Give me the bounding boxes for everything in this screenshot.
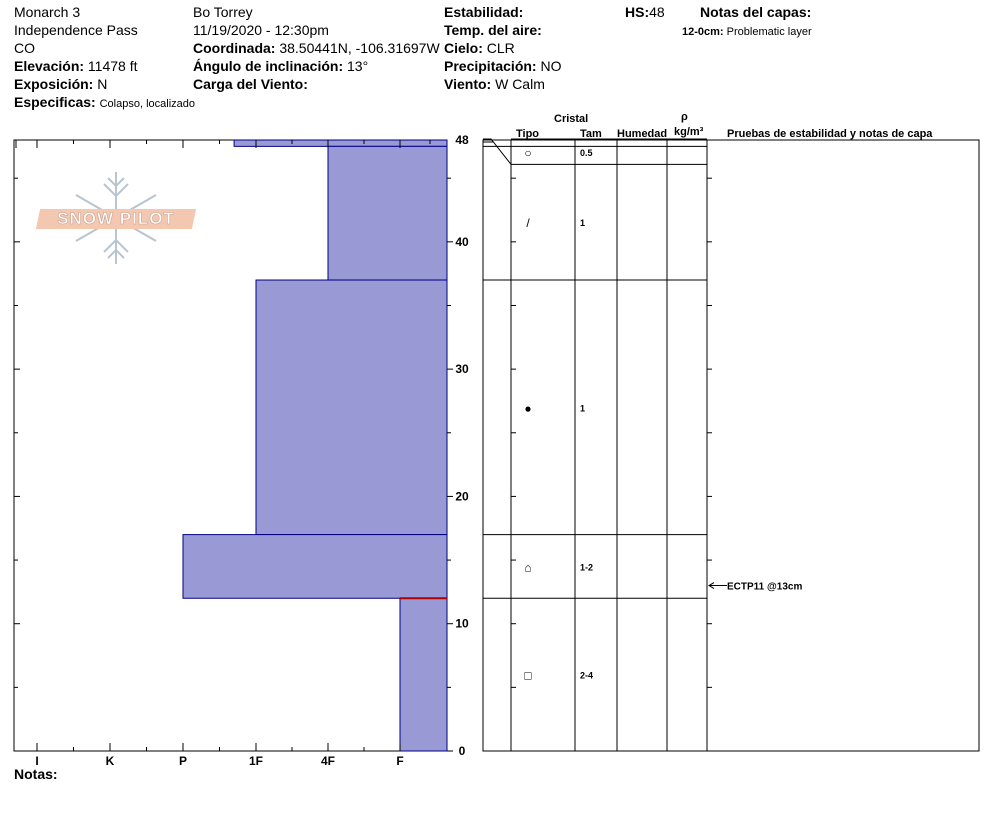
wind-label: Viento: [444,76,492,92]
hardness-bar [182,534,448,599]
precip-label: Precipitación: [444,58,537,74]
aspect-value: N [97,76,108,92]
col-size: Tam [580,128,602,140]
col-moisture: Humedad [617,128,668,140]
layer-notes-title: Notas del capas: [700,4,812,20]
layer-note-depth: 12-0cm: [682,26,724,38]
observer: Bo Torrey [193,4,253,20]
aspect: Exposición: N [14,76,107,92]
col-crystal: Cristal [554,113,589,125]
sky-value: CLR [486,40,515,56]
specifics: Especificas: Colapso, localizado [14,94,195,112]
stability-label: Estabilidad: [444,4,524,20]
crystal-size-label: 1-2 [580,562,593,572]
layer-table-frame [482,139,980,752]
hardness-tick-label: 4F [321,754,335,768]
hardness-bar [399,597,448,752]
depth-tick-label: 20 [455,489,469,503]
crystal-type-symbol: ● [524,401,531,415]
layer-connector [483,138,512,165]
crystal-size-label: 1 [580,403,585,413]
stability: Estabilidad: [444,4,523,20]
depth-tick-label: 48 [455,133,469,147]
wind-value: W Calm [495,76,545,92]
location: Monarch 3 [14,4,81,20]
crystal-size-label: 0.5 [580,148,593,158]
col-type: Tipo [516,128,540,140]
specifics-value: Colapso, localizado [99,98,195,110]
col-density-unit: kg/m³ [674,126,704,138]
route: Independence Pass [14,22,138,38]
coord-label: Coordinada: [193,40,276,56]
depth-tick-label: 0 [459,744,466,758]
crystal-size-label: 1 [580,218,585,228]
hardness-bar [255,279,448,536]
specifics-label: Especificas: [14,94,96,110]
hardness-bar [233,139,448,147]
elevation-value: 11478 ft [87,58,138,74]
slope-label: Ángulo de inclinación: [193,58,344,74]
hs-value: 48 [649,4,665,20]
air-temp-label: Temp. del aire: [444,22,542,38]
slope-angle: Ángulo de inclinación: 13° [193,58,368,74]
test-label: ECTP11 @13cm [727,582,802,593]
notes-label: Notas: [14,766,58,782]
test-marker-arrow [708,582,715,589]
hs-label: HS: [625,4,650,20]
depth-tick-label: 10 [455,617,469,631]
elevation-label: Elevación: [14,58,85,74]
crystal-type-symbol: ⌂ [524,560,531,574]
sky-label: Cielo: [444,40,483,56]
hardness-tick-label: I [35,754,38,768]
hs: HS:48 [625,4,665,20]
aspect-label: Exposición: [14,76,94,92]
col-rho: ρ [681,111,688,123]
crystal-type-symbol: / [526,216,530,230]
datetime: 11/19/2020 - 12:30pm [193,22,329,38]
snowpilot-logo: SNOW PILOT [35,168,198,268]
crystal-size-label: 2-4 [580,671,593,681]
crystal-type-symbol: ○ [524,146,531,160]
hardness-tick-label: K [106,754,115,768]
wind: Viento: W Calm [444,76,545,92]
hardness-tick-label: F [396,754,403,768]
layer-note-text: Problematic layer [726,26,812,38]
coordinates: Coordinada: 38.50441N, -106.31697W [193,40,440,56]
hardness-tick-label: P [179,754,187,768]
col-tests: Pruebas de estabilidad y notas de capa [727,128,933,140]
wind-load: Carga del Viento: [193,76,308,92]
depth-tick-label: 30 [455,362,469,376]
coord-value: 38.50441N, -106.31697W [279,40,440,56]
hardness-bar [327,145,448,281]
wind-load-label: Carga del Viento: [193,76,308,92]
slope-value: 13° [347,58,369,74]
layer-note: 12-0cm: Problematic layer [682,24,812,40]
precipitation: Precipitación: NO [444,58,561,74]
sky: Cielo: CLR [444,40,515,56]
elevation: Elevación: 11478 ft [14,58,137,74]
hardness-tick-label: 1F [249,754,263,768]
state: CO [14,40,35,56]
logo-text: SNOW PILOT [57,209,175,229]
air-temp: Temp. del aire: [444,22,542,38]
crystal-type-symbol: □ [524,669,531,683]
depth-tick-label: 40 [455,235,469,249]
precip-value: NO [540,58,562,74]
